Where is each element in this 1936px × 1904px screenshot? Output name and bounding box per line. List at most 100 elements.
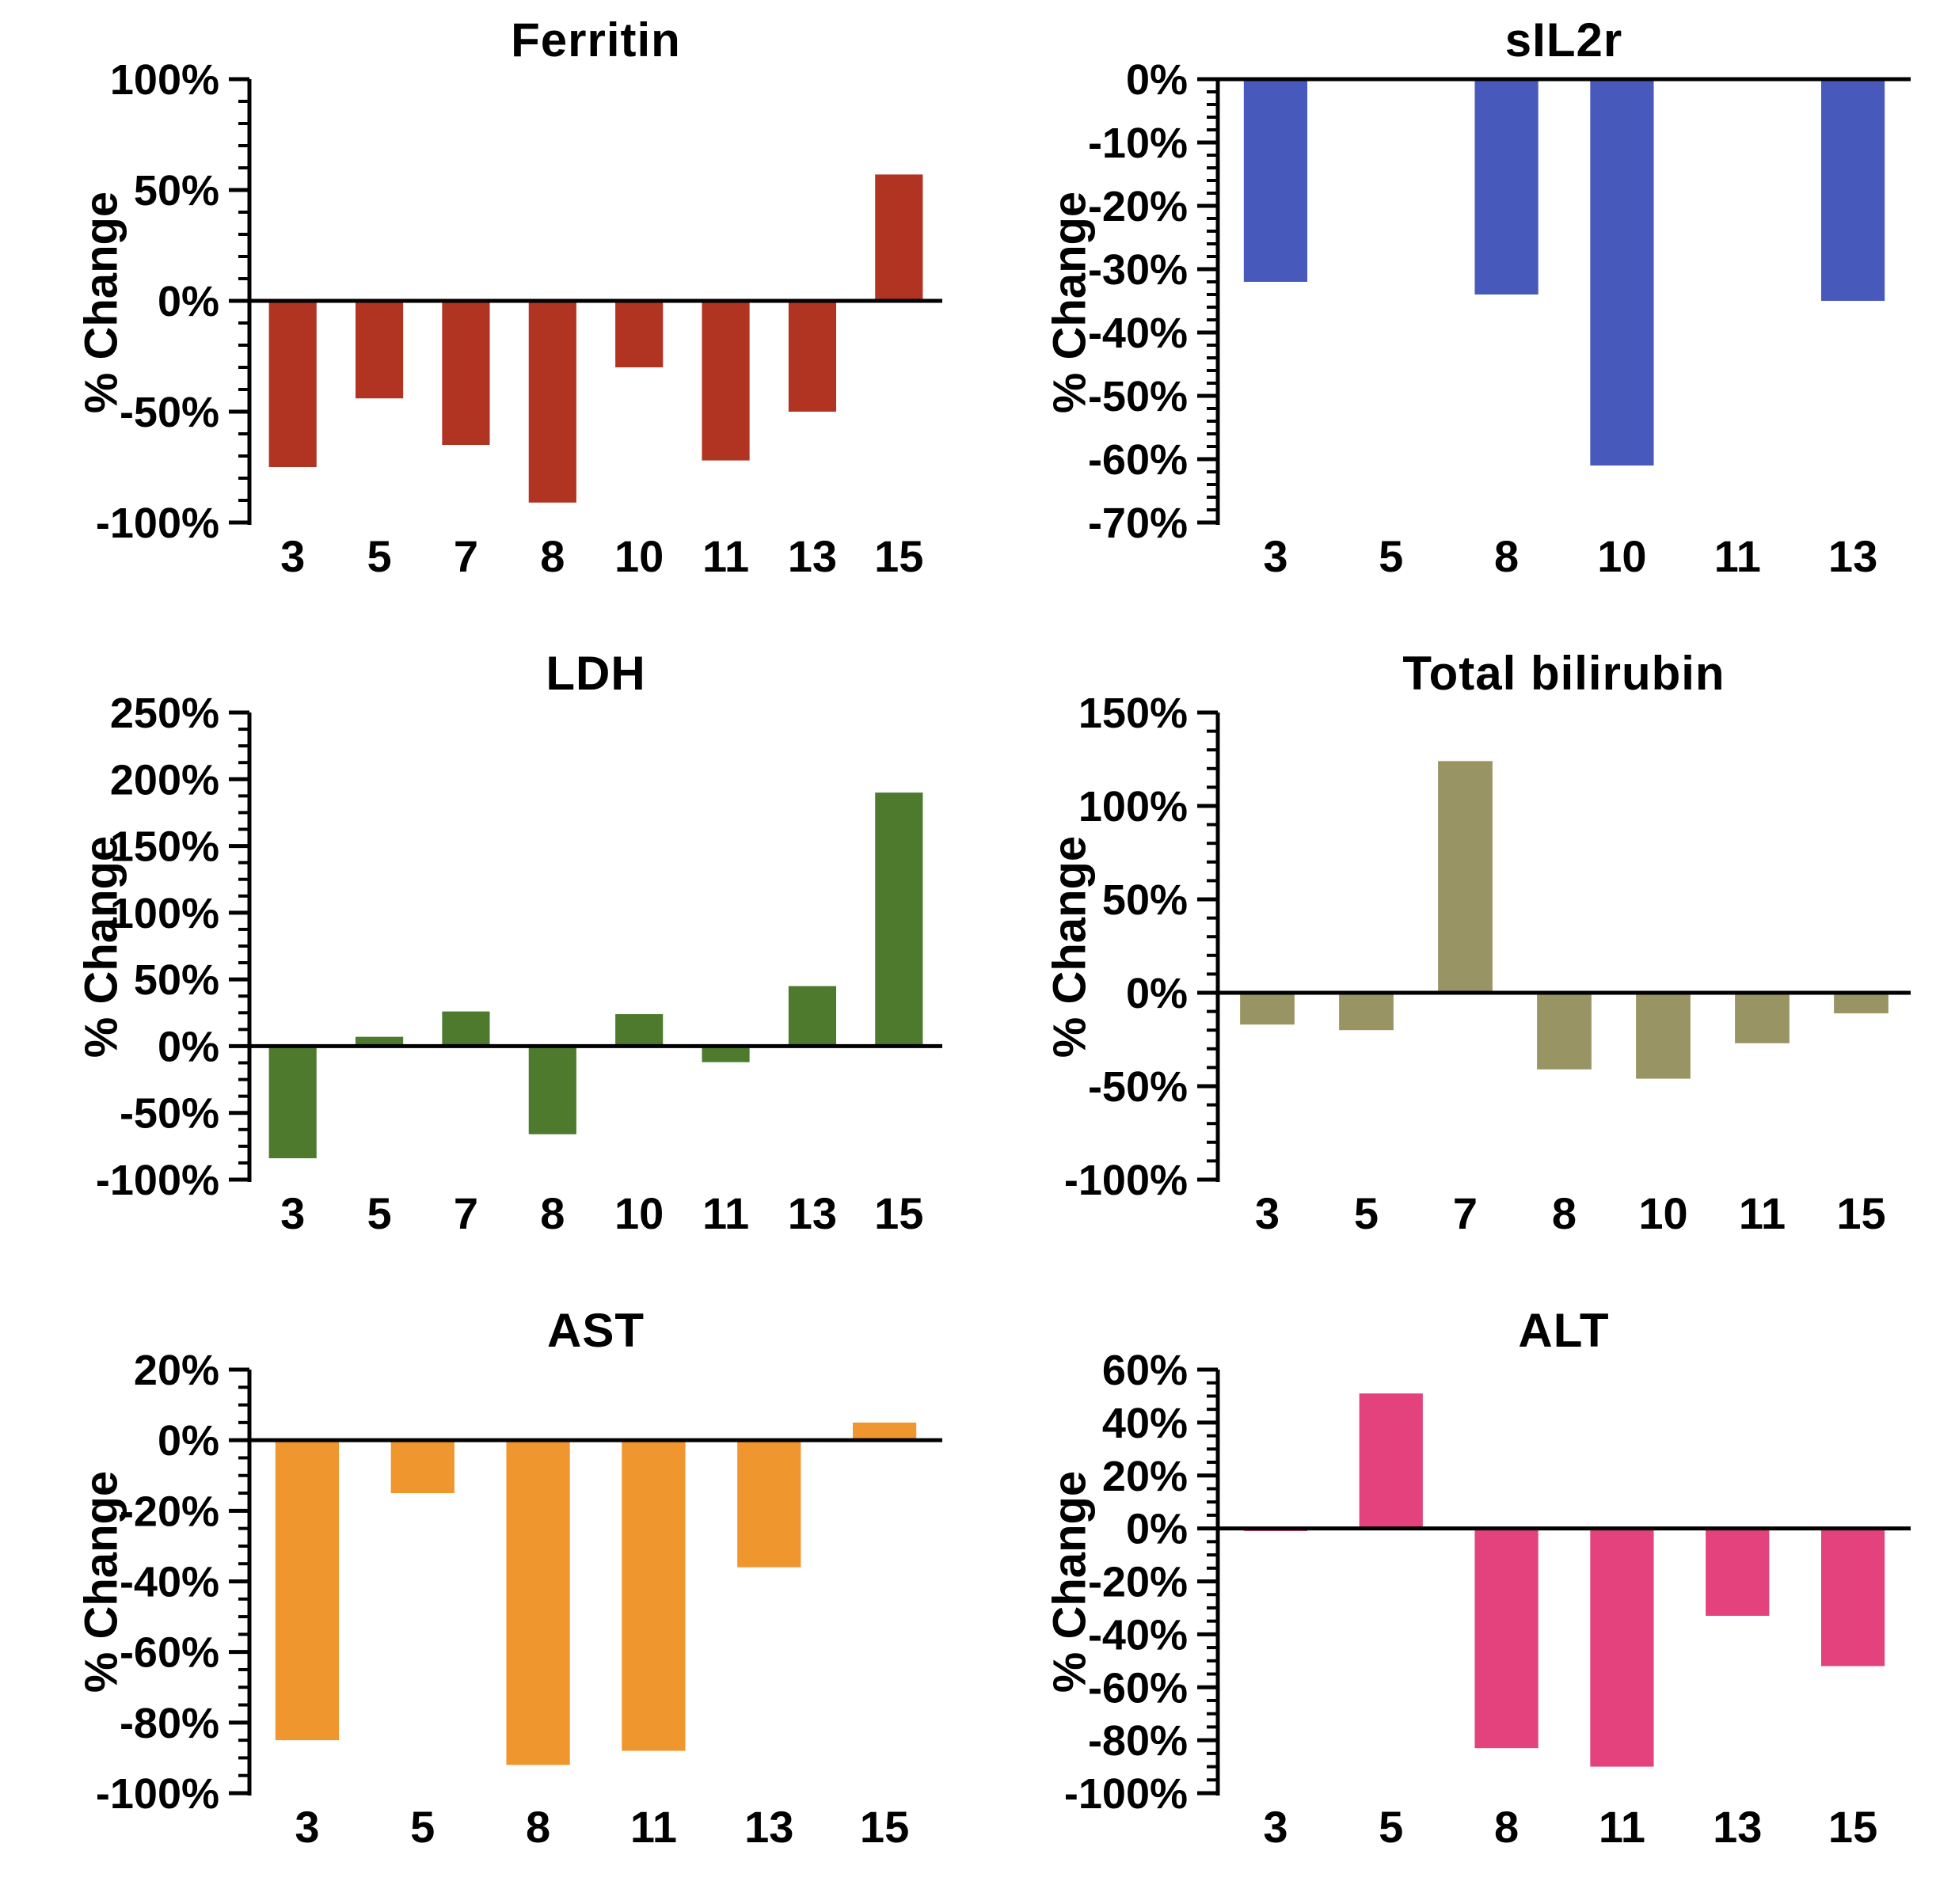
y-tick-label: -60% xyxy=(120,1629,219,1677)
x-category-label: 8 xyxy=(1494,531,1519,581)
y-tick-label: -70% xyxy=(1087,500,1187,547)
bar xyxy=(442,1011,490,1047)
bar xyxy=(622,1440,686,1751)
x-category-label: 3 xyxy=(1263,1802,1287,1852)
bar xyxy=(442,301,490,445)
x-category-label: 10 xyxy=(1597,531,1646,581)
bar xyxy=(528,1046,576,1134)
bar xyxy=(268,301,317,467)
y-tick-label: 250% xyxy=(110,690,219,737)
y-tick-label: -50% xyxy=(1087,373,1187,420)
x-category-label: 13 xyxy=(744,1802,793,1852)
x-category-label: 11 xyxy=(1713,531,1760,581)
bar xyxy=(1833,993,1888,1013)
chart-title: Total bilirubin xyxy=(1402,647,1725,700)
x-category-label: 7 xyxy=(1452,1188,1477,1238)
x-category-label: 3 xyxy=(1263,531,1287,581)
y-tick-label: 0% xyxy=(1125,56,1187,104)
y-tick-label: 100% xyxy=(110,890,219,937)
y-tick-label: 20% xyxy=(1101,1453,1187,1500)
x-category-label: 15 xyxy=(874,1188,923,1238)
bar xyxy=(1589,79,1654,466)
x-category-label: 7 xyxy=(454,1188,478,1238)
chart-plot: 20% 0% -20% -40% -60% -80% -100% 3 5 8 11 13 15 xyxy=(96,1347,942,1852)
x-category-label: 8 xyxy=(1494,1802,1519,1852)
bar xyxy=(390,1440,455,1494)
bar xyxy=(506,1440,570,1765)
bar xyxy=(1239,993,1295,1025)
y-tick-label: 60% xyxy=(1101,1347,1187,1394)
y-tick-label: 0% xyxy=(1125,1506,1187,1553)
y-tick-label: 20% xyxy=(134,1347,219,1394)
chart-ldh: LDH % Change 250% 200% 150% 100% 50% 0% -50% -1… xyxy=(0,633,968,1290)
chart-ast: AST % Change 20% 0% -20% -40% -60% -80% -100% 3… xyxy=(0,1290,968,1904)
y-tick-label: 50% xyxy=(134,956,219,1004)
y-tick-label: -100% xyxy=(96,1770,219,1818)
y-tick-label: 150% xyxy=(1078,690,1187,737)
chart-plot: 100% 50% 0% -50% -100% 3 5 7 8 10 11 13 15 xyxy=(96,56,942,581)
y-tick-label: 0% xyxy=(158,1023,219,1070)
x-category-label: 8 xyxy=(540,1188,565,1238)
chart-plot: 60% 40% 20% 0% -20% -40% -60% -80% -100% 3 5 8 11 13 1… xyxy=(1063,1347,1911,1852)
x-category-label: 13 xyxy=(788,531,837,581)
bar xyxy=(1705,1528,1769,1616)
chart-title: ALT xyxy=(1518,1304,1610,1357)
bar xyxy=(268,1046,317,1159)
y-tick-label: -40% xyxy=(1087,1611,1187,1659)
bar xyxy=(1820,1528,1885,1666)
x-category-label: 11 xyxy=(1598,1802,1645,1852)
y-tick-label: 50% xyxy=(1101,876,1187,924)
bar xyxy=(1635,993,1691,1079)
x-category-label: 5 xyxy=(367,531,391,581)
bar xyxy=(875,792,923,1047)
chart-title: LDH xyxy=(546,647,646,700)
y-tick-label: 100% xyxy=(110,56,219,104)
x-category-label: 15 xyxy=(860,1802,909,1852)
x-category-label: 10 xyxy=(1638,1188,1687,1238)
y-tick-label: -40% xyxy=(120,1559,219,1606)
x-category-label: 5 xyxy=(1379,1802,1403,1852)
chart-sil2r: sIL2r % Change 0% -10% -20% -30% -40% -50% -60… xyxy=(968,0,1936,633)
bar xyxy=(1536,993,1592,1070)
x-category-label: 11 xyxy=(702,1188,749,1238)
chart-total-bilirubin: Total bilirubin % Change 150% 100% 50% 0% -5… xyxy=(968,633,1936,1290)
x-category-label: 8 xyxy=(540,531,565,581)
x-category-label: 5 xyxy=(367,1188,391,1238)
bar xyxy=(1820,79,1885,301)
y-tick-label: -60% xyxy=(1087,1664,1187,1712)
x-category-label: 11 xyxy=(702,531,749,581)
x-category-label: 5 xyxy=(1353,1188,1378,1238)
y-tick-label: 0% xyxy=(158,278,219,325)
y-tick-label: -40% xyxy=(1087,310,1187,357)
y-tick-label: 0% xyxy=(1125,970,1187,1017)
x-category-label: 15 xyxy=(1828,1802,1877,1852)
y-tick-label: -100% xyxy=(1063,1770,1187,1818)
bar xyxy=(355,301,404,399)
x-category-label: 13 xyxy=(1713,1802,1762,1852)
bar xyxy=(1734,993,1790,1043)
chart-title: Ferritin xyxy=(511,13,681,67)
x-category-label: 3 xyxy=(280,1188,305,1238)
y-tick-label: -10% xyxy=(1087,120,1187,167)
bar xyxy=(875,174,923,301)
bar xyxy=(1589,1528,1654,1767)
x-category-label: 15 xyxy=(874,531,923,581)
y-tick-label: -50% xyxy=(120,389,219,436)
bar xyxy=(1437,761,1493,993)
y-tick-label: 150% xyxy=(110,823,219,871)
chart-ferritin: Ferritin % Change 100% 50% 0% -50% -100% 3 5 7 8… xyxy=(0,0,968,633)
bar xyxy=(788,301,837,412)
y-tick-label: 0% xyxy=(158,1417,219,1465)
x-category-label: 3 xyxy=(280,531,305,581)
x-category-label: 10 xyxy=(614,531,664,581)
chart-title: sIL2r xyxy=(1504,13,1623,67)
x-category-label: 15 xyxy=(1836,1188,1885,1238)
x-category-label: 11 xyxy=(1738,1188,1785,1238)
x-category-label: 11 xyxy=(630,1802,677,1852)
x-category-label: 3 xyxy=(1254,1188,1279,1238)
y-tick-label: -80% xyxy=(1087,1717,1187,1765)
y-tick-label: -60% xyxy=(1087,436,1187,484)
bar xyxy=(528,301,576,503)
y-tick-label: -20% xyxy=(120,1488,219,1535)
y-tick-label: -30% xyxy=(1087,246,1187,294)
